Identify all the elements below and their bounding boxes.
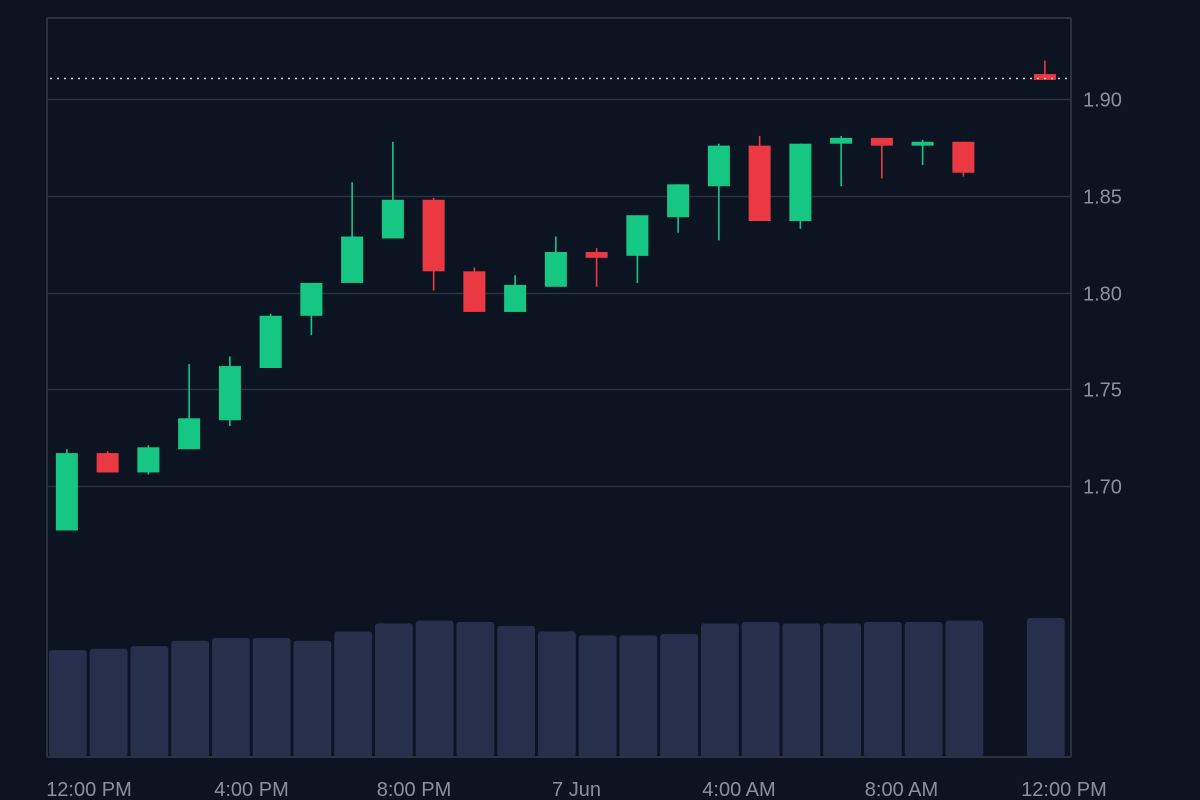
candle-body-down	[748, 145, 771, 222]
volume-bars	[49, 618, 1065, 757]
y-tick-label: 1.75	[1083, 380, 1122, 402]
x-tick-label: 4:00 AM	[702, 779, 775, 800]
candle-body-up	[300, 282, 323, 316]
volume-bar	[864, 622, 902, 757]
volume-bar	[334, 631, 372, 757]
y-tick-label: 1.80	[1083, 284, 1122, 306]
candle-body-up	[341, 236, 364, 283]
candle-body-up	[544, 251, 567, 287]
candle-body-up	[259, 315, 282, 369]
volume-bar	[782, 623, 821, 757]
candle-body-up	[707, 145, 730, 187]
volume-bar	[578, 635, 617, 757]
x-axis-tick-labels: 12:00 PM 4:00 PM 8:00 PM 7 Jun 4:00 AM 8:00 A…	[46, 779, 1107, 800]
x-tick-label: 7 Jun	[552, 779, 601, 800]
volume-bar	[945, 620, 984, 757]
grid-lines	[47, 98, 1071, 488]
volume-bar	[130, 646, 169, 757]
candle-body-down	[870, 137, 893, 146]
x-tick-label: 12:00 PM	[46, 779, 132, 800]
volume-bar	[497, 626, 535, 757]
candle-body-up	[911, 141, 934, 146]
candle-body-down	[585, 251, 608, 258]
x-tick-label: 4:00 PM	[214, 779, 288, 800]
candle-body-up	[626, 215, 649, 256]
volume-bar	[741, 622, 780, 757]
candle-body-up	[667, 184, 690, 218]
candle-body-up	[381, 199, 404, 239]
x-tick-label: 12:00 PM	[1021, 779, 1107, 800]
volume-bar	[212, 638, 250, 757]
y-tick-label: 1.90	[1083, 90, 1122, 112]
volume-bar	[89, 648, 128, 757]
candle-body-up	[178, 418, 201, 450]
x-tick-label: 8:00 AM	[865, 779, 938, 800]
volume-bar	[171, 640, 209, 757]
volume-bar	[49, 650, 87, 757]
candle-body-down	[1033, 74, 1056, 80]
candle-body-down	[422, 199, 445, 272]
candle-body-down	[952, 141, 975, 173]
candles	[55, 60, 1056, 531]
candle-body-up	[218, 366, 241, 421]
y-tick-label: 1.70	[1083, 477, 1122, 499]
volume-bar	[701, 623, 739, 757]
y-tick-label: 1.85	[1083, 187, 1122, 209]
volume-bar	[293, 640, 332, 757]
candle-body-up	[137, 447, 160, 473]
candle-body-down	[463, 271, 486, 312]
volume-bar	[619, 635, 658, 757]
candle-body-up	[789, 143, 812, 222]
candle-body-up	[55, 453, 78, 531]
volume-bar	[456, 622, 495, 757]
volume-bar	[823, 623, 861, 757]
plot-frame	[46, 17, 1072, 758]
volume-bar	[660, 634, 698, 757]
volume-bar	[252, 638, 291, 757]
candle-body-up	[830, 137, 853, 144]
candle-body-down	[96, 453, 119, 473]
candle-body-up	[504, 284, 527, 312]
volume-bar	[375, 623, 413, 757]
volume-bar	[1027, 618, 1065, 757]
x-tick-label: 8:00 PM	[377, 779, 451, 800]
volume-bar	[415, 620, 454, 757]
volume-bar	[538, 631, 576, 757]
volume-bar	[904, 622, 943, 757]
y-axis-tick-labels: 1.70 1.75 1.80 1.85 1.90	[1083, 90, 1122, 499]
